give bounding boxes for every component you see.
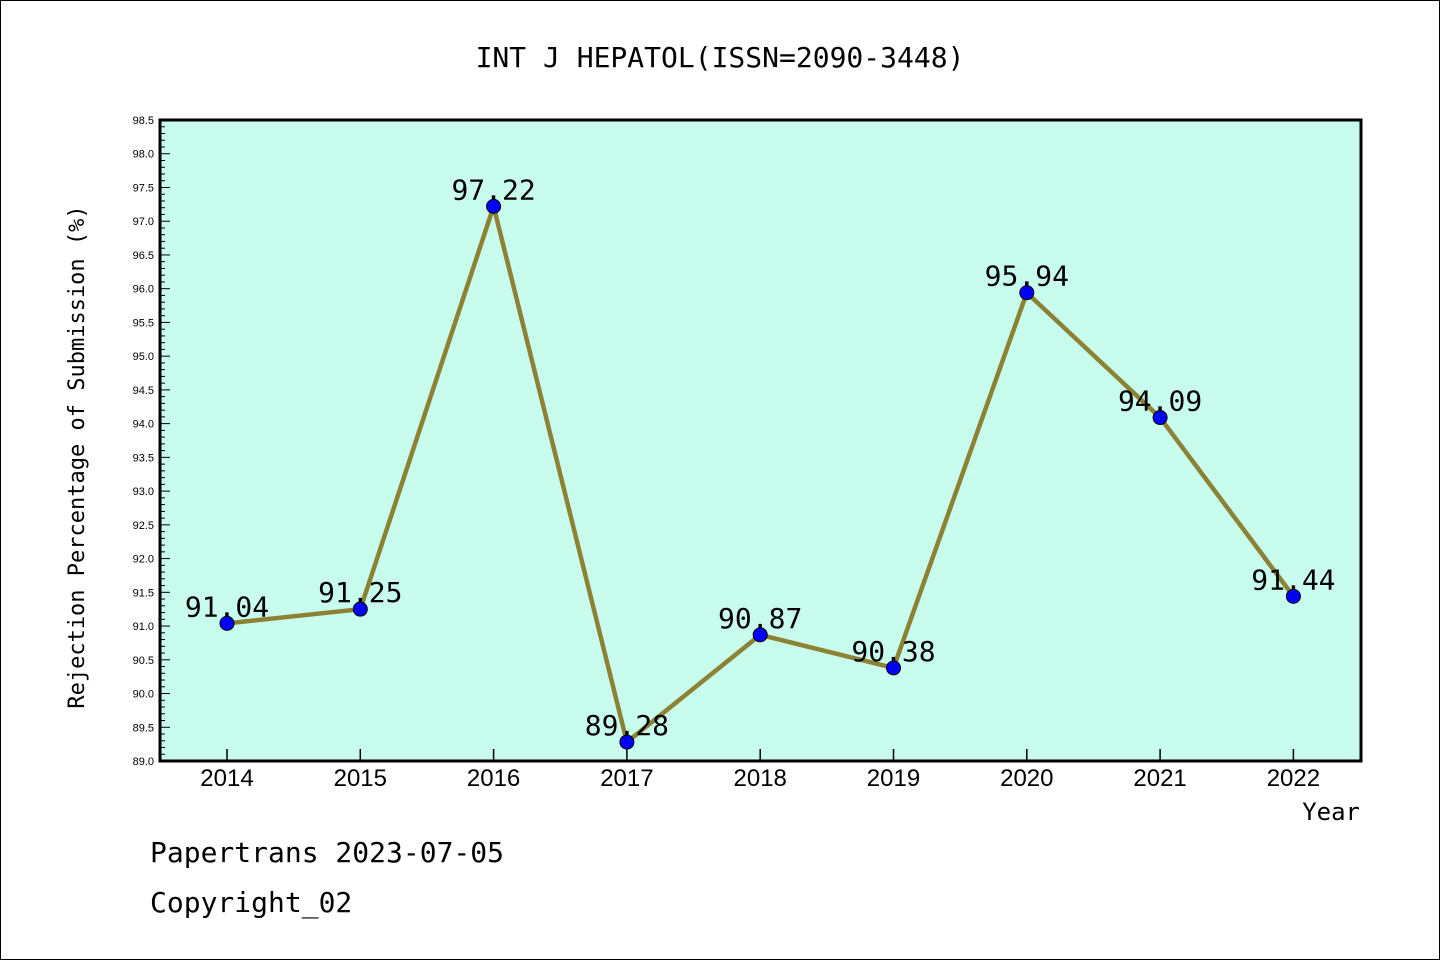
data-point bbox=[886, 660, 901, 676]
y-axis: 89.0 89.5 90.0 90.5 91.0 91.5 92.0 92.5 93.0 93.5… bbox=[133, 115, 170, 768]
data-labels: 91.04 91.25 97.22 89.28 90.87 90.38 95.94 94.09… bbox=[185, 173, 1336, 742]
y-tick-label: 94.5 bbox=[133, 385, 154, 397]
y-tick-label: 97.5 bbox=[133, 182, 154, 194]
data-label: 90.38 bbox=[851, 635, 935, 668]
y-tick-label: 91.5 bbox=[133, 587, 154, 599]
plot-area bbox=[158, 118, 1363, 763]
data-markers bbox=[219, 198, 1301, 750]
data-point bbox=[1019, 285, 1035, 301]
y-tick-label: 93.0 bbox=[133, 486, 154, 498]
data-point bbox=[1285, 588, 1301, 604]
y-tick-label: 98.0 bbox=[133, 149, 154, 161]
data-point bbox=[352, 601, 368, 617]
data-label: 91.04 bbox=[185, 590, 269, 623]
data-point bbox=[1152, 410, 1168, 426]
y-tick-label: 95.0 bbox=[133, 351, 154, 363]
y-tick-label: 90.5 bbox=[133, 655, 154, 667]
data-label: 95.94 bbox=[985, 260, 1069, 293]
data-point bbox=[619, 734, 635, 750]
x-tick-label: 2020 bbox=[1000, 765, 1053, 792]
x-tick-label: 2014 bbox=[200, 765, 253, 792]
x-tick-label: 2022 bbox=[1267, 765, 1320, 792]
x-tick-label: 2016 bbox=[467, 765, 520, 792]
y-tick-label: 98.5 bbox=[133, 115, 154, 127]
x-axis-label: Year bbox=[1302, 798, 1360, 826]
y-tick-label: 92.5 bbox=[133, 520, 154, 532]
y-axis-label: Rejection Percentage of Submission (%) bbox=[65, 205, 90, 708]
data-label: 89.28 bbox=[585, 709, 669, 742]
y-tick-label: 92.0 bbox=[133, 554, 154, 566]
x-tick-label: 2021 bbox=[1133, 765, 1186, 792]
data-point bbox=[486, 198, 502, 214]
y-tick-label: 90.0 bbox=[133, 689, 154, 701]
y-tick-label: 89.5 bbox=[133, 722, 154, 734]
x-axis: 2014 2015 2016 2017 2018 2019 2020 2021 2022 bbox=[200, 749, 1320, 792]
x-tick-label: 2018 bbox=[734, 765, 787, 792]
y-tick-label: 89.0 bbox=[133, 756, 154, 768]
footer-date-text: Papertrans 2023-07-05 bbox=[150, 836, 505, 869]
y-tick-label: 96.0 bbox=[133, 284, 154, 296]
y-tick-label: 93.5 bbox=[133, 452, 154, 464]
y-tick-label: 94.0 bbox=[133, 419, 154, 431]
y-tick-label: 97.0 bbox=[133, 216, 154, 228]
footer-copyright-text: Copyright_02 bbox=[150, 886, 353, 919]
chart-title: INT J HEPATOL(ISSN=2090-3448) bbox=[476, 41, 965, 74]
data-point bbox=[752, 627, 768, 643]
data-label: 94.09 bbox=[1118, 385, 1202, 418]
x-tick-label: 2017 bbox=[600, 765, 653, 792]
y-tick-label: 95.5 bbox=[133, 317, 154, 329]
data-point bbox=[219, 615, 235, 631]
data-label: 90.87 bbox=[718, 602, 802, 635]
y-tick-label: 96.5 bbox=[133, 250, 154, 262]
data-label: 97.22 bbox=[451, 173, 535, 206]
x-tick-label: 2019 bbox=[867, 765, 920, 792]
x-tick-label: 2015 bbox=[334, 765, 387, 792]
y-tick-label: 91.0 bbox=[133, 621, 154, 633]
data-label: 91.25 bbox=[318, 576, 402, 609]
data-label: 91.44 bbox=[1251, 563, 1335, 596]
